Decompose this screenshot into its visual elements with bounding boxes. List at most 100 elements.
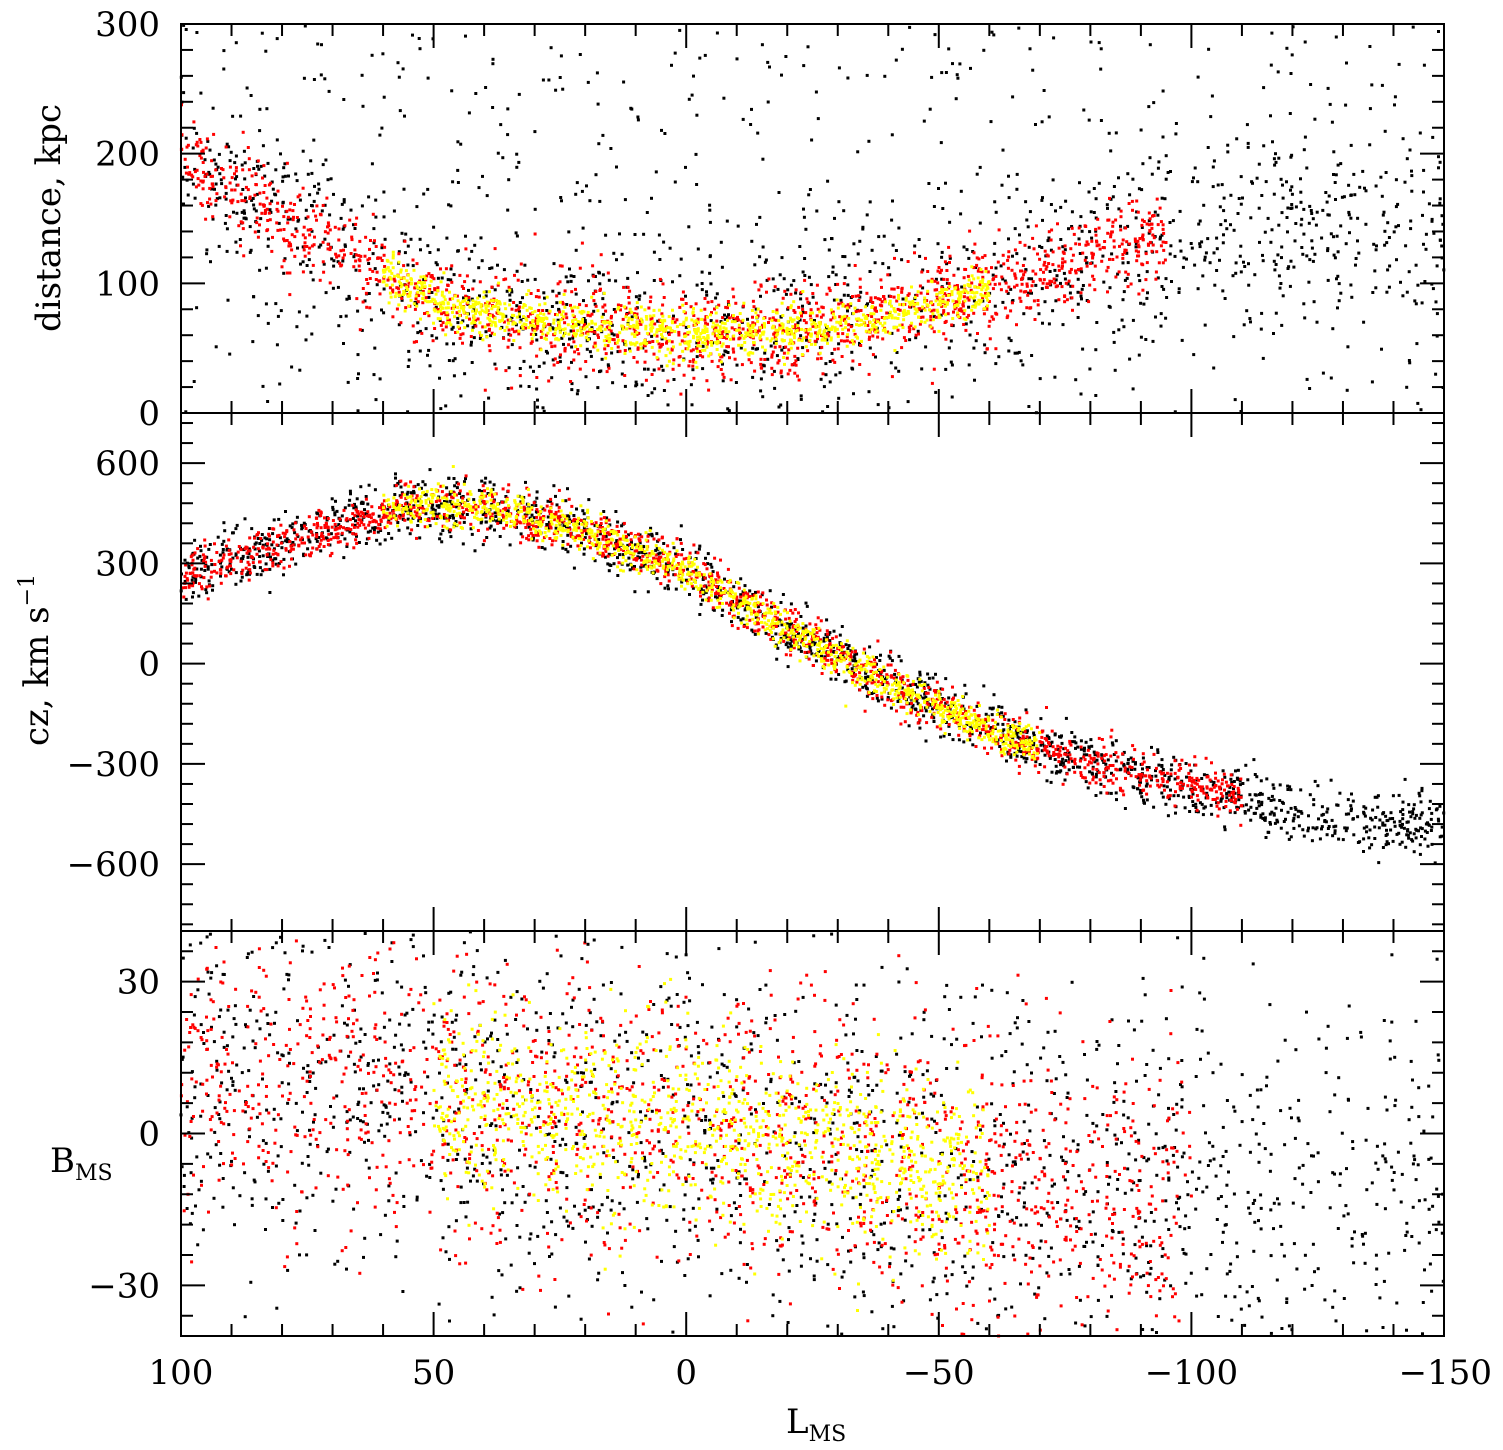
data-point	[309, 159, 313, 163]
data-point	[580, 241, 584, 245]
data-point	[509, 333, 513, 337]
data-point	[1423, 829, 1427, 833]
data-point	[484, 306, 488, 310]
data-point	[1147, 223, 1151, 227]
data-point	[789, 283, 793, 287]
data-point	[700, 282, 704, 285]
data-point	[882, 295, 885, 298]
data-point	[972, 266, 976, 270]
data-point	[1050, 228, 1054, 232]
data-point	[451, 325, 455, 329]
data-point	[318, 278, 322, 282]
data-point	[420, 331, 424, 335]
data-point	[942, 332, 946, 336]
data-point	[958, 62, 962, 66]
data-point	[837, 673, 841, 676]
data-point	[1287, 265, 1291, 269]
data-point	[1146, 242, 1150, 246]
data-point	[531, 311, 535, 315]
data-point	[1421, 213, 1424, 217]
data-point	[819, 315, 823, 319]
data-point	[1346, 798, 1350, 802]
data-point	[262, 191, 266, 194]
data-point	[402, 264, 406, 268]
data-point	[926, 292, 930, 295]
data-point	[1326, 247, 1330, 251]
data-point	[1225, 227, 1229, 231]
data-point	[975, 301, 979, 305]
data-point	[406, 526, 410, 530]
data-point	[607, 366, 611, 370]
data-point	[1394, 205, 1398, 209]
data-point	[353, 502, 356, 506]
data-point	[544, 333, 548, 337]
data-point	[1091, 256, 1095, 260]
data-point	[753, 263, 757, 267]
data-point	[796, 358, 800, 361]
data-point	[305, 264, 309, 267]
data-point	[1007, 196, 1011, 200]
data-point	[1094, 394, 1098, 397]
data-point	[422, 192, 426, 196]
data-point	[1014, 731, 1018, 735]
data-point	[578, 266, 582, 270]
data-point	[950, 290, 954, 294]
data-point	[394, 476, 397, 480]
data-point	[724, 327, 728, 331]
data-point	[530, 504, 534, 508]
data-point	[441, 306, 445, 310]
data-point	[203, 174, 207, 178]
data-point	[790, 319, 794, 323]
data-point	[943, 292, 947, 296]
data-point	[710, 565, 714, 569]
data-point	[808, 188, 812, 191]
data-point	[649, 317, 653, 321]
data-point	[785, 331, 789, 335]
data-point	[914, 333, 918, 337]
data-point	[606, 320, 610, 324]
data-point	[783, 289, 787, 293]
data-point	[275, 221, 279, 225]
data-point	[867, 337, 871, 341]
data-point	[946, 301, 949, 305]
data-point	[391, 250, 395, 254]
data-point	[1121, 261, 1125, 265]
data-point	[902, 318, 906, 322]
data-point	[416, 300, 420, 304]
data-point	[1009, 753, 1013, 757]
data-point	[1351, 817, 1355, 821]
data-point	[1326, 249, 1330, 253]
data-point	[576, 348, 580, 351]
data-point	[191, 175, 195, 179]
data-point	[770, 373, 774, 377]
data-point	[821, 333, 825, 336]
data-point	[1420, 827, 1424, 831]
data-point	[399, 321, 403, 325]
data-point	[797, 338, 801, 342]
data-point	[312, 243, 316, 247]
data-point	[836, 335, 840, 338]
data-point	[681, 358, 685, 362]
data-point	[761, 323, 765, 327]
data-point	[632, 323, 636, 327]
data-point	[761, 395, 765, 399]
data-point	[510, 343, 514, 347]
data-point	[384, 267, 388, 271]
data-point	[1326, 86, 1330, 90]
data-point	[530, 337, 534, 341]
data-point	[1299, 788, 1303, 792]
data-point	[777, 191, 781, 194]
data-point	[547, 311, 551, 315]
data-point	[750, 107, 753, 111]
data-point	[440, 293, 444, 297]
data-point	[1124, 248, 1128, 252]
data-point	[226, 298, 230, 302]
data-point	[826, 405, 830, 408]
data-point	[560, 313, 564, 317]
data-point	[1296, 815, 1300, 819]
data-point	[924, 709, 928, 713]
data-point	[1193, 166, 1197, 170]
data-point	[843, 276, 847, 280]
data-point	[482, 295, 486, 299]
data-point	[1147, 211, 1151, 215]
